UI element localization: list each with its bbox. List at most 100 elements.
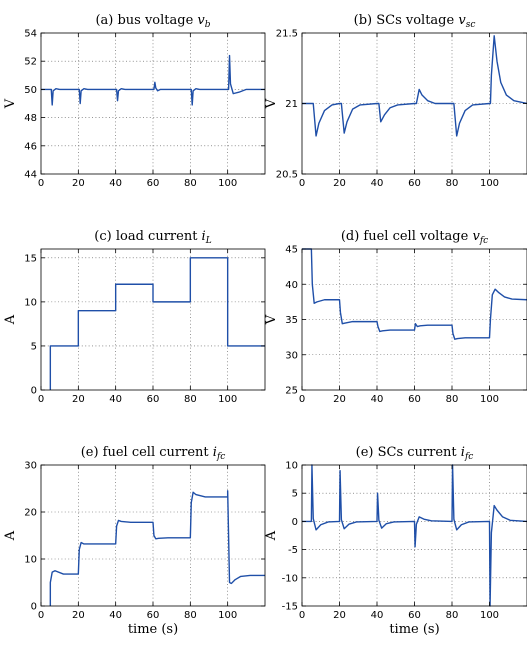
panel-scs-current: 0 20 40 60 80 100 -15 -10 -5 0 5 10 (e) SCs current …: [264, 445, 527, 637]
series-line: [302, 248, 527, 340]
x-tick-label: 40: [109, 394, 122, 405]
panel-load-current: 0 20 40 60 80 100 0 5 10 15 (c) load current iL A: [3, 229, 266, 405]
x-tick-label: 0: [299, 394, 305, 405]
y-tick-label: 35: [285, 315, 298, 326]
panel-title-text: (b) SCs voltage: [354, 13, 459, 28]
panel-title-subscript: sc: [466, 20, 476, 30]
x-tick-label: 0: [38, 178, 44, 189]
y-tick-label: 0: [31, 602, 37, 613]
panel-title-variable: i: [202, 229, 206, 244]
panel-title-text: (c) load current: [94, 229, 201, 244]
y-tick-label: 21: [285, 99, 298, 110]
x-tick-label: 80: [184, 394, 197, 405]
x-tick-label: 60: [147, 178, 160, 189]
panel-title-text: (e) fuel cell current: [81, 445, 213, 460]
y-tick-label: -10: [282, 573, 298, 584]
panel-title-text: (d) fuel cell voltage: [341, 229, 473, 244]
x-tick-label: 100: [480, 178, 499, 189]
panel-fuel-cell-current: 0 20 40 60 80 100 0 10 20 30 (e) fuel cell current…: [3, 445, 266, 637]
y-tick-label: 44: [24, 170, 37, 181]
y-tick-label: 10: [24, 555, 37, 566]
x-tick-label: 0: [38, 394, 44, 405]
series-line: [49, 490, 265, 606]
x-tick-label: 40: [371, 610, 384, 621]
y-tick-label: 0: [292, 517, 298, 528]
x-tick-label: 100: [218, 610, 237, 621]
x-tick-label: 80: [446, 610, 459, 621]
y-tick-label: 54: [24, 29, 37, 40]
y-tick-label: 45: [285, 245, 298, 256]
y-tick-label: 48: [24, 113, 37, 124]
x-tick-label: 0: [38, 610, 44, 621]
x-axis-label: time (s): [389, 622, 439, 637]
x-tick-label: 20: [72, 178, 85, 189]
x-tick-label: 40: [371, 394, 384, 405]
x-tick-label: 20: [72, 394, 85, 405]
series-line: [302, 464, 527, 607]
panel-title-variable: v: [458, 13, 466, 28]
y-axis-label: A: [264, 530, 279, 541]
panel-title: (e) SCs current ifc: [356, 445, 474, 462]
y-tick-label: 5: [292, 489, 298, 500]
y-axis-label: A: [3, 530, 18, 541]
panel-title: (c) load current iL: [94, 229, 211, 246]
y-tick-label: 30: [24, 461, 37, 472]
panel-title-variable: v: [472, 229, 480, 244]
y-axis-label: V: [3, 98, 18, 109]
y-tick-label: -15: [282, 602, 298, 613]
panel-title-subscript: fc: [479, 236, 488, 246]
panel-title-variable: v: [197, 13, 205, 28]
x-tick-label: 60: [147, 394, 160, 405]
x-tick-label: 80: [184, 178, 197, 189]
panel-title: (a) bus voltage vb: [95, 13, 210, 30]
plot-area: [41, 465, 265, 606]
x-tick-label: 60: [147, 610, 160, 621]
y-tick-label: 25: [285, 386, 298, 397]
y-tick-label: -5: [288, 545, 298, 556]
x-axis-label: time (s): [128, 622, 178, 637]
series-line: [41, 54, 265, 106]
x-tick-label: 0: [299, 178, 305, 189]
panel-title-subscript: fc: [464, 452, 473, 462]
y-tick-label: 20.5: [276, 170, 298, 181]
x-tick-label: 20: [333, 394, 346, 405]
y-axis-label: V: [264, 314, 279, 325]
x-tick-label: 60: [408, 394, 421, 405]
panel-title: (d) fuel cell voltage vfc: [341, 229, 488, 246]
series-line: [302, 35, 527, 137]
x-tick-label: 80: [446, 394, 459, 405]
x-tick-label: 40: [109, 610, 122, 621]
y-tick-label: 5: [31, 341, 37, 352]
panel-title-text: (e) SCs current: [356, 445, 461, 460]
x-tick-label: 80: [184, 610, 197, 621]
x-tick-label: 60: [408, 610, 421, 621]
panel-bus-voltage: 0 20 40 60 80 100 44 46 48 50 52 54 (a) bus voltage …: [3, 13, 266, 189]
y-tick-label: 15: [24, 253, 37, 264]
x-tick-label: 100: [218, 178, 237, 189]
panel-title-text: (a) bus voltage: [95, 13, 197, 28]
x-tick-label: 0: [299, 610, 305, 621]
panel-scs-voltage: 0 20 40 60 80 100 20.5 21 21.5 (b) SCs voltage vs…: [264, 13, 527, 189]
x-tick-label: 60: [408, 178, 421, 189]
panel-title-subscript: fc: [216, 452, 225, 462]
panel-title-variable: i: [213, 445, 217, 460]
y-tick-label: 30: [285, 350, 298, 361]
x-tick-label: 40: [109, 178, 122, 189]
x-tick-label: 100: [218, 394, 237, 405]
series-line: [49, 257, 265, 390]
y-tick-label: 21.5: [276, 29, 298, 40]
y-tick-label: 46: [24, 141, 37, 152]
y-tick-label: 0: [31, 386, 37, 397]
y-axis-label: A: [3, 314, 18, 325]
x-tick-label: 20: [72, 610, 85, 621]
panel-title-subscript: b: [205, 20, 211, 30]
y-tick-label: 20: [24, 508, 37, 519]
y-axis-label: V: [264, 98, 279, 109]
panel-title: (e) fuel cell current ifc: [81, 445, 226, 462]
panel-fuel-cell-voltage: 0 20 40 60 80 100 25 30 35 40 45 (d) fuel cell volt…: [264, 229, 527, 405]
panel-title-subscript: L: [205, 236, 212, 246]
panel-title: (b) SCs voltage vsc: [354, 13, 476, 30]
x-tick-label: 80: [446, 178, 459, 189]
y-tick-label: 52: [24, 57, 37, 68]
